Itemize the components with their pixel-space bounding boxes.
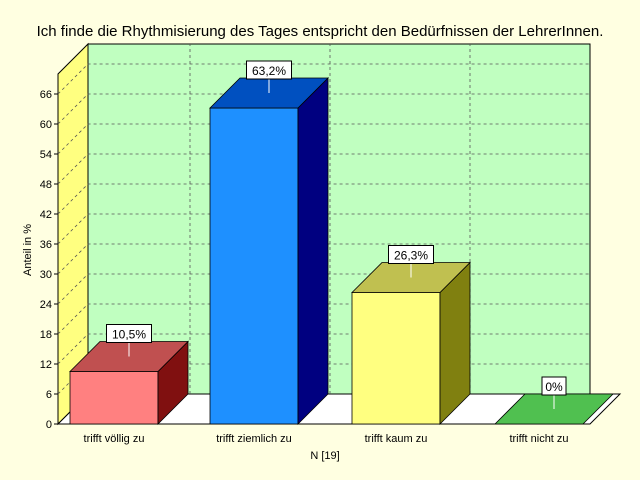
y-tick-label: 54 <box>40 149 52 161</box>
data-label: 26,3% <box>394 249 428 263</box>
grid-line <box>57 213 590 245</box>
grid-line <box>57 93 590 125</box>
y-axis-label: Anteil in % <box>22 224 34 276</box>
data-label-box <box>246 60 292 80</box>
data-label-box <box>388 245 434 264</box>
y-tick-label: 66 <box>40 89 52 101</box>
y-tick-label: 12 <box>40 359 52 371</box>
x-tick-label: trifft nicht zu <box>509 433 568 445</box>
data-label-box <box>106 324 152 343</box>
x-tick-label: trifft ziemlich zu <box>216 433 292 445</box>
y-tick-label: 6 <box>46 389 52 401</box>
bar-side <box>297 77 329 425</box>
y-tick-label: 30 <box>40 269 52 281</box>
bar-group <box>351 261 471 425</box>
y-tick-label: 60 <box>40 119 52 131</box>
grid-line <box>57 123 590 155</box>
data-label-box <box>541 376 567 396</box>
grid-line <box>57 183 590 215</box>
back-wall <box>87 43 591 395</box>
data-label: 0% <box>545 380 563 394</box>
grid-line <box>57 273 590 305</box>
y-tick-label: 36 <box>40 239 52 251</box>
y-tick-label: 42 <box>40 209 52 221</box>
y-tick-label: 48 <box>40 179 52 191</box>
y-tick-label: 18 <box>40 329 52 341</box>
x-axis-label: N [19] <box>310 450 339 462</box>
data-label: 63,2% <box>252 64 286 78</box>
x-tick-label: trifft kaum zu <box>365 433 428 445</box>
y-tick-label: 24 <box>40 299 52 311</box>
x-tick-label: trifft völlig zu <box>84 433 145 445</box>
grid-line <box>57 333 590 365</box>
grid-line <box>57 63 590 95</box>
bar-front <box>351 292 441 425</box>
bar-front <box>209 107 299 425</box>
data-label: 10,5% <box>112 328 146 342</box>
chart-title: Ich finde die Rhythmisierung des Tages e… <box>37 23 604 40</box>
grid-line <box>57 303 590 335</box>
bar-front <box>69 371 159 425</box>
grid-line <box>57 153 590 185</box>
grid-line <box>57 243 590 275</box>
bar-group <box>209 77 329 425</box>
y-tick-label: 0 <box>46 419 52 431</box>
